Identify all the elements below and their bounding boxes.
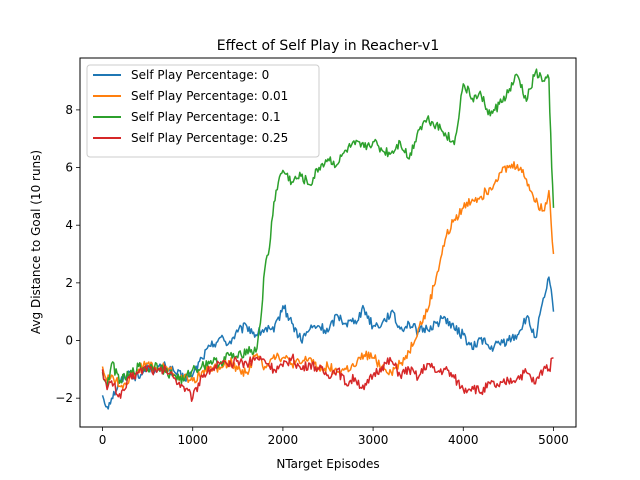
series-line-0 — [101, 276, 555, 410]
y-tick-label: 6 — [65, 161, 73, 175]
x-tick-label: 1000 — [177, 433, 208, 447]
legend: Self Play Percentage: 0 Self Play Percent… — [86, 64, 320, 158]
x-axis-label: NTarget Episodes — [276, 457, 379, 471]
x-tick-label: 5000 — [538, 433, 569, 447]
series-line-2 — [101, 68, 555, 388]
chart-title: Effect of Self Play in Reacher-v1 — [217, 38, 440, 54]
y-tick-label: 0 — [65, 334, 73, 348]
x-axis: 0 1000 2000 3000 4000 5000 — [99, 427, 569, 447]
legend-label: Self Play Percentage: 0.01 — [131, 89, 288, 103]
y-axis-label: Avg Distance to Goal (10 runs) — [29, 150, 43, 334]
legend-box — [86, 64, 320, 158]
y-tick-label: 8 — [65, 103, 73, 117]
x-tick-label: 0 — [99, 433, 107, 447]
legend-label: Self Play Percentage: 0.1 — [131, 110, 281, 124]
x-tick-label: 2000 — [268, 433, 299, 447]
x-tick-label: 3000 — [358, 433, 389, 447]
series-line-3 — [101, 353, 554, 402]
series-layer — [101, 68, 555, 410]
plot-frame — [79, 57, 577, 428]
legend-label: Self Play Percentage: 0 — [131, 68, 269, 82]
y-axis: −2 0 2 4 6 8 — [55, 103, 80, 405]
y-tick-label: −2 — [55, 391, 73, 405]
y-tick-label: 4 — [65, 218, 73, 232]
y-tick-label: 2 — [65, 276, 73, 290]
legend-label: Self Play Percentage: 0.25 — [131, 131, 288, 145]
x-tick-label: 4000 — [448, 433, 479, 447]
